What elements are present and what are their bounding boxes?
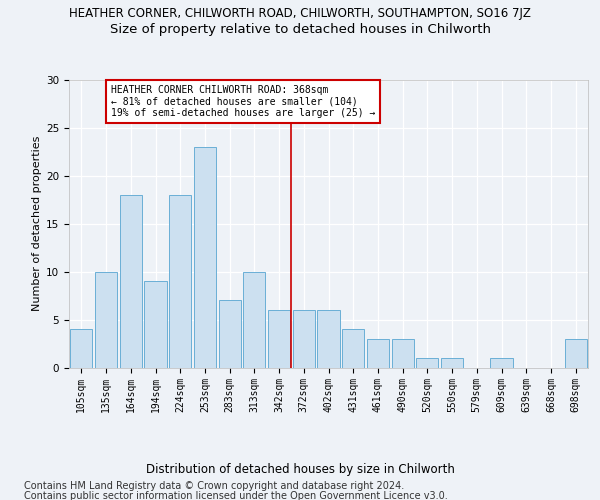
Text: Contains public sector information licensed under the Open Government Licence v3: Contains public sector information licen… — [24, 491, 448, 500]
Bar — [218, 300, 241, 368]
Text: HEATHER CORNER, CHILWORTH ROAD, CHILWORTH, SOUTHAMPTON, SO16 7JZ: HEATHER CORNER, CHILWORTH ROAD, CHILWORT… — [69, 8, 531, 20]
Text: Contains HM Land Registry data © Crown copyright and database right 2024.: Contains HM Land Registry data © Crown c… — [24, 481, 404, 491]
Bar — [342, 329, 364, 368]
Text: Size of property relative to detached houses in Chilworth: Size of property relative to detached ho… — [110, 22, 491, 36]
Bar — [293, 310, 315, 368]
Bar — [441, 358, 463, 368]
Bar — [70, 329, 92, 368]
Bar — [565, 339, 587, 368]
Bar — [95, 272, 117, 368]
Bar — [194, 147, 216, 368]
Bar — [416, 358, 439, 368]
Bar — [392, 339, 414, 368]
Bar — [145, 281, 167, 368]
Bar — [243, 272, 265, 368]
Bar — [169, 195, 191, 368]
Text: HEATHER CORNER CHILWORTH ROAD: 368sqm
← 81% of detached houses are smaller (104): HEATHER CORNER CHILWORTH ROAD: 368sqm ← … — [111, 85, 376, 118]
Y-axis label: Number of detached properties: Number of detached properties — [32, 136, 42, 312]
Bar — [490, 358, 512, 368]
Bar — [317, 310, 340, 368]
Bar — [268, 310, 290, 368]
Bar — [119, 195, 142, 368]
Bar — [367, 339, 389, 368]
Text: Distribution of detached houses by size in Chilworth: Distribution of detached houses by size … — [146, 462, 454, 475]
